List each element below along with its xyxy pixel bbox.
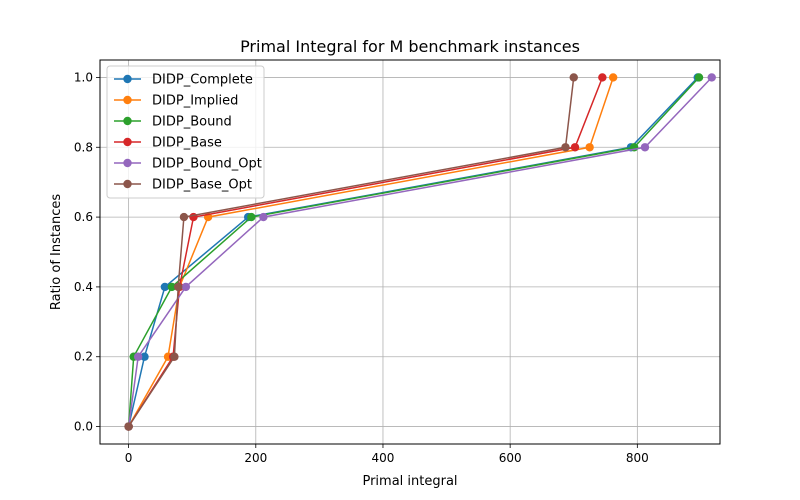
data-point-didp-bound-opt <box>181 282 191 292</box>
legend-marker <box>123 137 132 147</box>
data-point-didp-base-opt <box>170 352 179 361</box>
data-point-didp-bound-opt <box>133 352 143 361</box>
data-point-didp-complete <box>160 282 170 292</box>
data-point-didp-implied <box>585 143 594 152</box>
series-line-didp-base-opt <box>127 77 575 427</box>
data-point-didp-base-opt <box>561 143 570 152</box>
data-point-didp-bound <box>167 282 177 292</box>
y-tick-label: 1.0 <box>74 70 93 84</box>
y-tick-label: 0.6 <box>74 210 93 224</box>
x-tick-label: 800 <box>626 451 649 465</box>
data-point-didp-base-opt <box>569 73 578 82</box>
series-line-didp-complete <box>127 76 699 427</box>
data-point-didp-bound-opt <box>707 73 716 82</box>
legend-label: DIDP_Implied <box>152 94 238 109</box>
plot-frame <box>99 59 721 445</box>
data-point-didp-base-opt <box>124 422 133 431</box>
legend-marker <box>123 179 132 189</box>
data-point-didp-bound-opt <box>259 212 268 222</box>
series-line-didp-base <box>127 77 604 427</box>
legend-marker <box>123 74 132 84</box>
x-tick-label: 200 <box>244 451 267 465</box>
y-tick-label: 0.2 <box>74 350 93 364</box>
series-line-didp-implied <box>127 77 614 427</box>
y-axis-ticks: 0.0 0.2 0.4 0.6 0.8 1.0 <box>74 70 100 434</box>
y-tick-label: 0.4 <box>74 280 93 294</box>
y-tick-label: 0.8 <box>74 140 93 154</box>
x-tick-label: 600 <box>499 451 522 465</box>
data-point-didp-bound-opt <box>640 143 650 152</box>
data-point-didp-base-opt <box>179 212 189 222</box>
data-point-didp-complete <box>140 352 149 361</box>
legend-marker <box>123 158 132 168</box>
y-tick-label: 0.0 <box>74 420 93 434</box>
x-axis-label: Primal integral <box>362 474 457 489</box>
legend-entry-didp-bound-opt: DIDP_Bound_Opt <box>114 157 262 172</box>
data-point-didp-base <box>570 143 580 152</box>
legend-label: DIDP_Bound_Opt <box>152 157 262 172</box>
chart-title: Primal Integral for M benchmark instance… <box>240 37 580 56</box>
y-axis-label: Ratio of Instances <box>49 194 64 310</box>
legend-entry-didp-implied: DIDP_Implied <box>114 94 238 109</box>
legend-entry-didp-base-opt: DIDP_Base_Opt <box>114 178 252 193</box>
legend-entry-didp-base: DIDP_Base <box>114 136 222 151</box>
legend-label: DIDP_Base <box>152 136 222 151</box>
legend-label: DIDP_Complete <box>152 73 253 88</box>
data-point-didp-implied <box>608 73 618 82</box>
data-point-didp-bound <box>694 73 704 82</box>
legend: DIDP_Complete DIDP_Implied DIDP_Bound DIDP_… <box>106 65 265 199</box>
series-didp-base-opt <box>124 73 578 431</box>
data-point-didp-base-opt <box>174 282 183 292</box>
data-point-didp-base <box>598 73 607 82</box>
legend-marker <box>123 116 132 126</box>
legend-label: DIDP_Bound <box>152 115 232 130</box>
legend-marker <box>123 95 132 105</box>
legend-entry-didp-complete: DIDP_Complete <box>114 73 253 88</box>
legend-label: DIDP_Base_Opt <box>152 178 252 193</box>
data-point-didp-bound <box>247 212 256 222</box>
series-layer <box>124 73 716 431</box>
legend-box <box>106 65 265 199</box>
x-tick-label: 0 <box>125 451 133 465</box>
x-tick-label: 400 <box>372 451 395 465</box>
series-line-didp-bound <box>127 76 700 427</box>
x-axis-ticks: 0 200 400 600 800 <box>125 444 649 465</box>
series-line-didp-bound-opt <box>127 76 713 427</box>
legend-entry-didp-bound: DIDP_Bound <box>114 115 232 130</box>
